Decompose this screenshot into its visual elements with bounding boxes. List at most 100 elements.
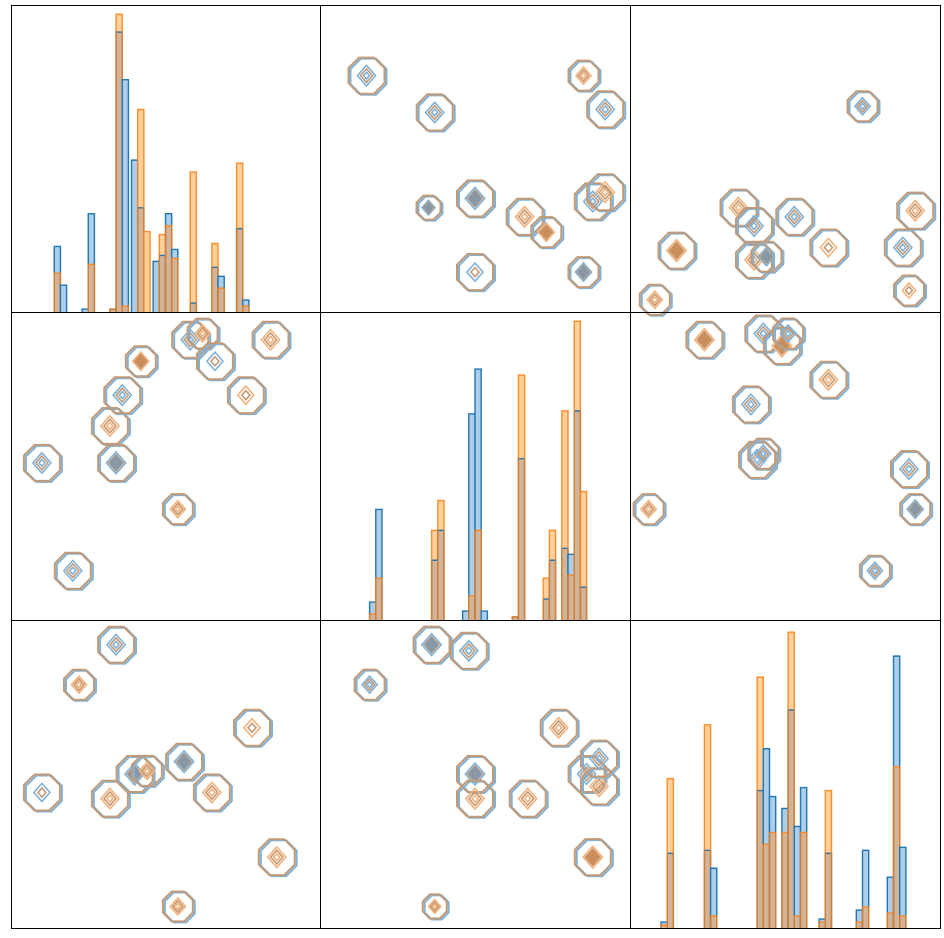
hist-step-orange xyxy=(899,915,907,928)
contour-level-1 xyxy=(779,323,797,344)
contour-core xyxy=(468,765,482,783)
contour-level-3 xyxy=(746,399,755,410)
hist-bar-overlap xyxy=(109,309,117,312)
contour-level-3 xyxy=(898,242,907,253)
hist-step-orange xyxy=(170,257,179,312)
contour-level-2 xyxy=(102,417,117,434)
contour-level-3 xyxy=(594,781,604,791)
contour-level-2 xyxy=(781,326,795,341)
contour-level-1 xyxy=(757,246,776,268)
contour-outer-orange xyxy=(103,376,142,415)
hist-step-orange xyxy=(189,171,198,312)
contour-cluster-8 xyxy=(192,773,233,813)
contour-level-2 xyxy=(821,371,836,388)
contour-outer-orange xyxy=(233,708,271,747)
contour-outer-orange xyxy=(638,283,671,316)
contour-outer-orange xyxy=(124,345,157,378)
contour-level-1 xyxy=(180,328,201,352)
contour-cluster-6 xyxy=(124,345,159,379)
contour-cluster-4 xyxy=(97,625,137,665)
contour-level-2 xyxy=(363,677,376,692)
panel-row1-col2 xyxy=(347,56,627,293)
contour-outer-orange xyxy=(257,838,296,877)
hist-step-orange xyxy=(121,305,130,312)
contour-level-1 xyxy=(819,237,838,258)
hist-step-blue xyxy=(87,213,96,312)
contour-core xyxy=(577,265,590,279)
hist-bar-top xyxy=(825,790,832,854)
contour-core xyxy=(109,454,123,472)
contour-level-1 xyxy=(105,633,127,657)
hist-bar-top xyxy=(369,602,376,615)
contour-level-2 xyxy=(731,199,746,216)
hist-step-orange xyxy=(861,906,870,928)
contour-cluster-7 xyxy=(539,708,580,748)
contour-outer-orange xyxy=(883,228,922,267)
contour-level-1 xyxy=(99,414,121,438)
hist-bar-top xyxy=(122,79,129,307)
contour-level-1 xyxy=(639,499,658,519)
panel-frame-row3-col1 xyxy=(11,620,321,929)
contour-level-2 xyxy=(102,790,117,807)
hist-step-orange xyxy=(136,108,145,312)
contour-level-2 xyxy=(868,563,882,578)
contour-cluster-11 xyxy=(893,274,927,308)
hist-bar-top xyxy=(549,530,556,561)
contour-level-3 xyxy=(430,107,439,118)
contour-cluster-5 xyxy=(456,779,496,819)
hist-bar-overlap xyxy=(800,832,807,928)
hist-bar-overlap xyxy=(137,207,144,312)
contour-level-3 xyxy=(749,221,759,231)
hist-bar-top xyxy=(568,554,575,576)
contour-outer-orange xyxy=(412,625,451,664)
hist-bar-top xyxy=(899,847,906,917)
hist-bar-top xyxy=(88,213,95,265)
hist-bar-overlap xyxy=(893,766,900,928)
contour-core xyxy=(423,202,434,214)
contour-cluster-6 xyxy=(131,754,165,788)
panel-frame-row1-col3 xyxy=(630,5,941,313)
contour-level-3 xyxy=(272,852,281,862)
contour-cluster-7 xyxy=(165,742,205,782)
hist-bar-overlap xyxy=(122,306,129,312)
contour-core xyxy=(669,242,684,259)
contour-level-1 xyxy=(595,180,616,204)
contour-level-1 xyxy=(266,845,287,869)
contour-outer-orange xyxy=(858,554,891,587)
contour-cluster-6 xyxy=(508,779,549,819)
contour-level-3 xyxy=(790,212,799,222)
contour-outer-orange xyxy=(347,56,386,95)
contour-level-1 xyxy=(517,787,538,811)
hist-step-blue xyxy=(899,846,907,928)
contour-outer-orange xyxy=(22,443,61,482)
contour-level-2 xyxy=(648,292,661,307)
contour-cluster-5 xyxy=(103,376,144,416)
contour-level-2 xyxy=(577,68,590,83)
contour-outer-orange xyxy=(586,173,625,212)
contour-level-2 xyxy=(746,217,762,235)
contour-level-1 xyxy=(901,281,917,300)
contour-core xyxy=(760,249,773,264)
contour-level-1 xyxy=(458,639,479,663)
contour-level-3 xyxy=(579,71,588,80)
contour-core xyxy=(585,848,600,866)
contour-cluster-1 xyxy=(632,493,667,527)
contour-level-3 xyxy=(105,794,114,804)
hist-bar-top xyxy=(543,578,550,600)
hist-bar-overlap xyxy=(757,790,764,928)
hist-bar-overlap xyxy=(236,228,243,312)
hist-bar-top xyxy=(218,276,225,289)
contour-level-1 xyxy=(665,238,688,263)
contour-outer-orange xyxy=(53,551,92,590)
hist-bar-top xyxy=(375,509,382,579)
hist-bar-top xyxy=(242,300,249,307)
hist-bar-overlap xyxy=(899,916,906,928)
hist-bar-overlap xyxy=(159,255,166,312)
contour-outer-orange xyxy=(508,779,547,818)
hist-bar-overlap xyxy=(819,922,826,928)
contour-level-2 xyxy=(115,387,130,404)
contour-outer-orange xyxy=(738,440,777,479)
hist-step-orange xyxy=(143,230,151,312)
